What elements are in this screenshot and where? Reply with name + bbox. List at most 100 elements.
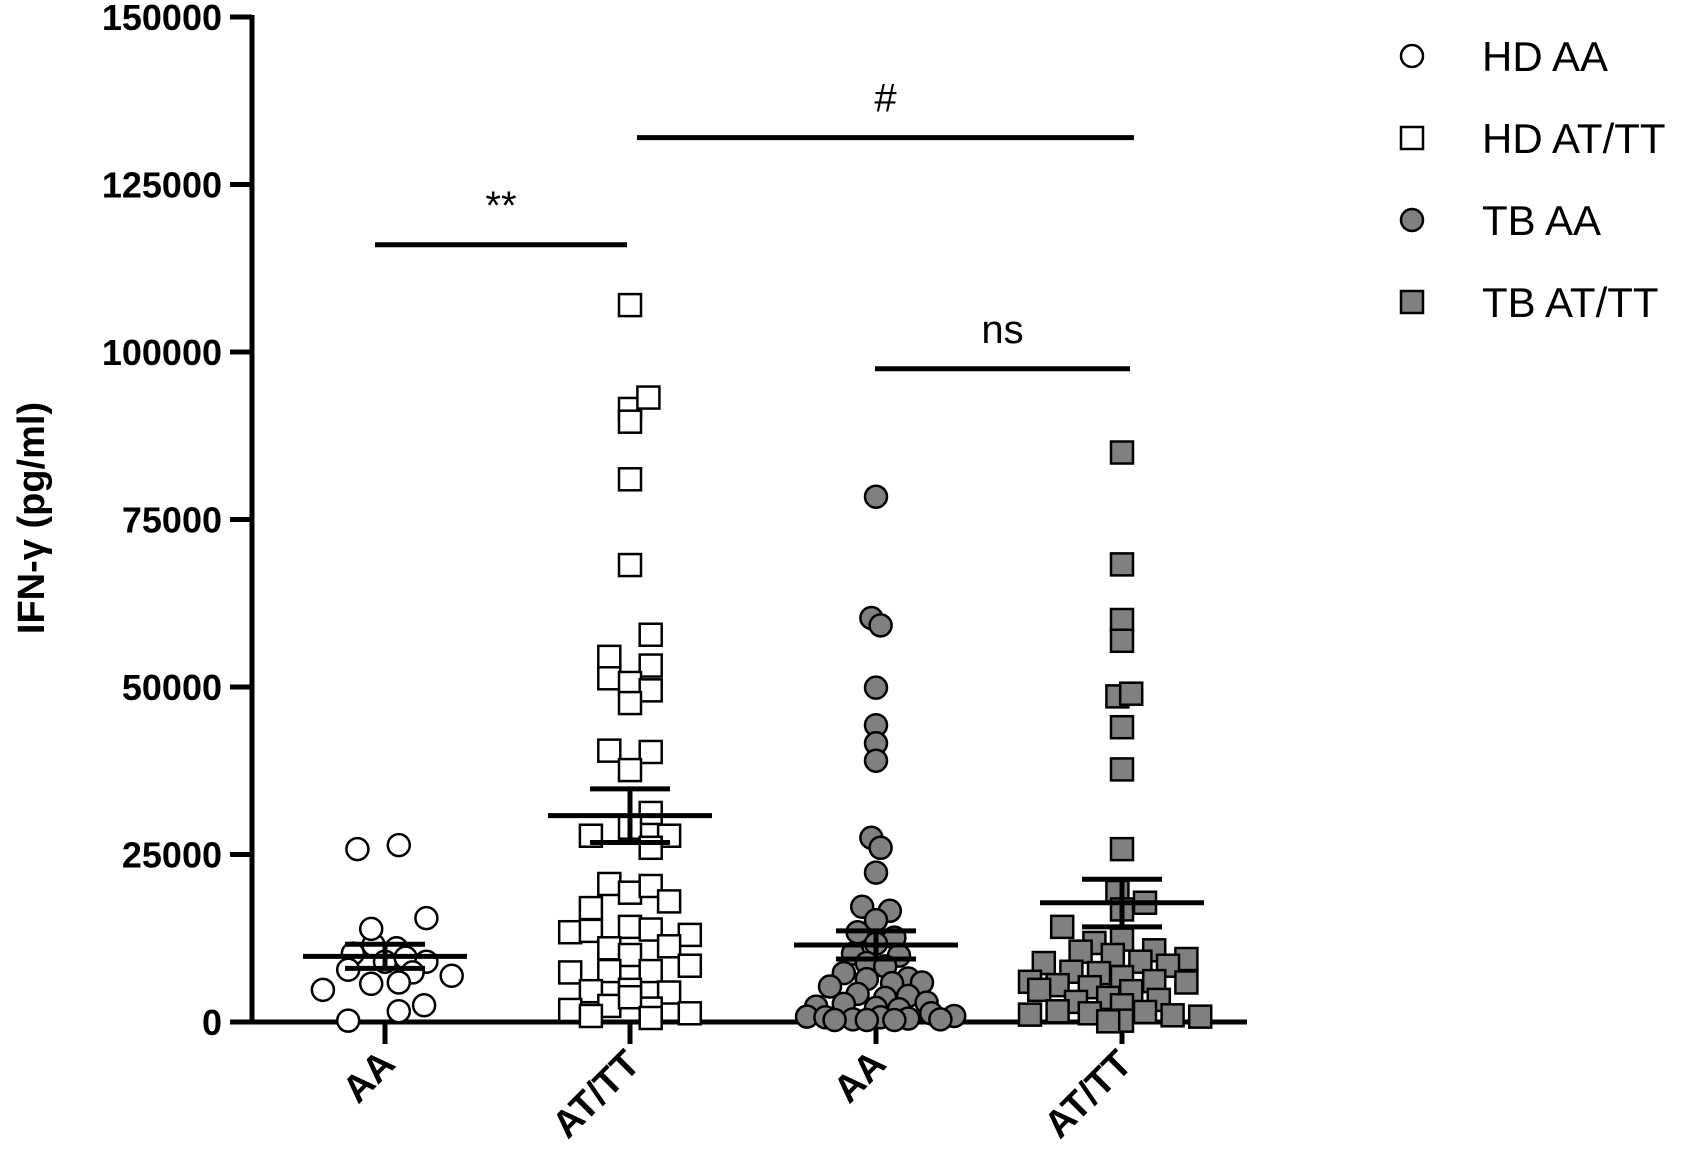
data-point-hd-at-tt: [677, 953, 703, 978]
data-point-hd-aa: [386, 999, 412, 1024]
data-point-tb-aa: [863, 860, 889, 885]
x-tick-label: AT/TT: [545, 1043, 649, 1147]
significance-label: ns: [981, 308, 1023, 352]
data-point-tb-at-tt: [1017, 1002, 1043, 1027]
data-point-hd-at-tt: [617, 984, 643, 1010]
data-point-tb-aa: [822, 1007, 847, 1033]
y-tick-label: 150000: [102, 0, 222, 38]
data-point-hd-at-tt: [578, 918, 604, 944]
data-point-hd-aa: [345, 836, 370, 862]
data-point-hd-at-tt: [578, 1003, 604, 1029]
data-point-tb-aa: [854, 1007, 880, 1033]
data-point-hd-at-tt: [597, 936, 622, 961]
legend-label: TB AA: [1482, 197, 1601, 244]
data-point-hd-at-tt: [597, 666, 622, 691]
x-tick-label: AA: [826, 1043, 895, 1112]
data-point-hd-at-tt: [617, 467, 643, 492]
legend-marker: [1399, 289, 1425, 315]
data-point-tb-at-tt: [1045, 999, 1070, 1024]
y-tick-label: 25000: [122, 835, 222, 876]
data-point-tb-at-tt: [1068, 939, 1093, 964]
data-point-hd-aa: [386, 970, 412, 995]
data-point-tb-at-tt: [1031, 950, 1057, 976]
y-axis-title: IFN-γ (pg/ml): [11, 402, 53, 634]
data-point-tb-aa: [863, 484, 889, 509]
data-point-hd-at-tt: [597, 738, 622, 763]
data-point-hd-aa: [310, 977, 336, 1003]
data-point-tb-at-tt: [1109, 440, 1135, 465]
data-point-hd-at-tt: [617, 292, 643, 318]
legend-label: HD AT/TT: [1482, 115, 1666, 162]
data-point-hd-at-tt: [597, 644, 622, 670]
y-tick-label: 0: [202, 1002, 222, 1043]
data-point-tb-at-tt: [1128, 949, 1153, 974]
data-point-hd-at-tt: [677, 1001, 703, 1026]
y-tick-label: 75000: [122, 500, 222, 541]
data-point-hd-at-tt: [557, 960, 583, 985]
data-point-hd-at-tt: [638, 1005, 663, 1031]
legend: HD AA HD AT/TT TB AA TB AT/TT: [1399, 33, 1666, 326]
mean-sem-bars: [303, 786, 1204, 971]
data-point-tb-at-tt: [1109, 714, 1135, 740]
data-point-tb-at-tt: [1109, 552, 1135, 577]
data-point-hd-at-tt: [557, 997, 583, 1023]
data-point-tb-at-tt: [1049, 914, 1075, 940]
data-point-tb-at-tt: [1109, 607, 1135, 633]
data-point-hd-at-tt: [638, 678, 663, 703]
y-tick-label: 100000: [102, 332, 222, 373]
data-point-hd-aa: [386, 832, 412, 858]
data-point-tb-at-tt: [1095, 1009, 1121, 1034]
data-point-hd-at-tt: [677, 922, 703, 948]
data-point-hd-aa: [358, 971, 384, 997]
data-point-hd-at-tt: [617, 409, 643, 434]
data-point-tb-aa: [928, 1007, 953, 1032]
data-point-tb-aa: [868, 613, 893, 638]
data-point-tb-aa: [863, 748, 889, 773]
data-point-hd-aa: [335, 1008, 361, 1033]
data-point-hd-at-tt: [656, 934, 682, 959]
data-point-hd-at-tt: [617, 757, 643, 783]
legend-marker: [1399, 43, 1425, 69]
data-point-hd-at-tt: [617, 880, 643, 905]
x-tick-label: AT/TT: [1037, 1043, 1141, 1147]
data-point-tb-at-tt: [1109, 836, 1135, 862]
data-point-hd-at-tt: [638, 917, 663, 942]
significance-label: **: [485, 184, 516, 228]
legend-marker: [1399, 125, 1425, 151]
data-point-hd-at-tt: [656, 980, 682, 1005]
data-point-tb-at-tt: [1132, 999, 1158, 1025]
data-point-hd-at-tt: [638, 800, 663, 826]
data-point-tb-at-tt: [1109, 757, 1135, 782]
x-tick-label: AA: [335, 1043, 404, 1112]
data-point-tb-at-tt: [1026, 977, 1052, 1003]
data-point-hd-at-tt: [617, 690, 643, 716]
data-point-hd-at-tt: [617, 914, 643, 940]
data-point-hd-at-tt: [638, 873, 663, 899]
data-point-hd-at-tt: [617, 942, 643, 968]
data-point-tb-aa: [817, 974, 843, 999]
data-point-hd-at-tt: [638, 622, 663, 647]
data-point-hd-at-tt: [638, 739, 663, 765]
legend-label: TB AT/TT: [1482, 279, 1659, 326]
data-point-tb-at-tt: [1118, 681, 1144, 706]
data-point-tb-aa: [863, 675, 889, 700]
y-tick-label: 125000: [102, 165, 222, 206]
significance-annotations: ** # ns: [375, 77, 1134, 372]
data-point-hd-at-tt: [638, 958, 663, 984]
data-point-hd-aa: [411, 993, 437, 1018]
data-point-tb-at-tt: [1174, 970, 1199, 995]
significance-label: #: [874, 77, 897, 121]
data-points: [310, 292, 1213, 1034]
data-point-hd-at-tt: [638, 653, 663, 678]
data-point-hd-at-tt: [656, 889, 682, 914]
y-tick-label: 50000: [122, 667, 222, 708]
data-point-hd-at-tt: [597, 958, 622, 984]
data-point-hd-at-tt: [578, 895, 604, 921]
legend-marker: [1399, 207, 1425, 233]
data-point-hd-at-tt: [597, 871, 622, 897]
data-point-tb-at-tt: [1187, 1004, 1213, 1029]
data-point-tb-at-tt: [1160, 1003, 1185, 1028]
data-point-hd-at-tt: [617, 670, 643, 696]
data-point-hd-aa: [358, 916, 384, 942]
